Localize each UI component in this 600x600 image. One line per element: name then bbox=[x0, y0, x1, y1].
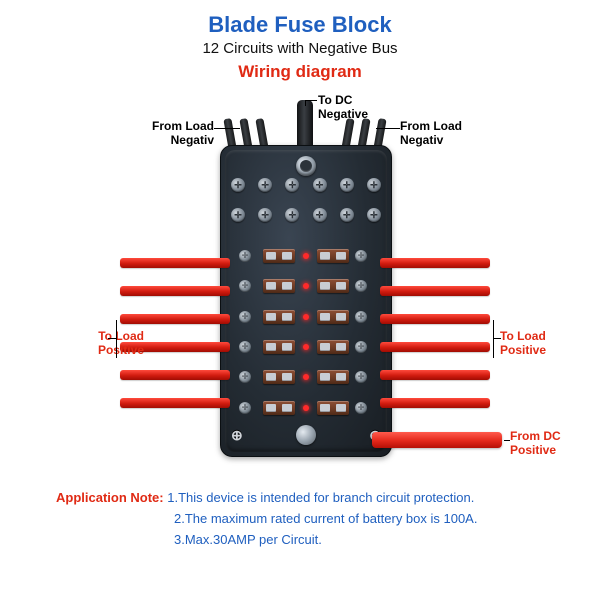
terminal-screw bbox=[239, 250, 251, 262]
lead-line bbox=[305, 100, 317, 101]
terminal-screw bbox=[355, 250, 367, 262]
bus-screw bbox=[231, 178, 245, 192]
terminal-screw bbox=[355, 341, 367, 353]
terminal-screw bbox=[239, 402, 251, 414]
fuse bbox=[263, 401, 295, 415]
fuse-row bbox=[239, 396, 373, 420]
terminal-screw bbox=[355, 311, 367, 323]
fuse-area bbox=[239, 244, 373, 420]
title: Blade Fuse Block bbox=[0, 12, 600, 38]
lead-line bbox=[493, 320, 494, 358]
fuse bbox=[263, 249, 295, 263]
callout-from-dc-pos: From DCPositive bbox=[510, 430, 561, 458]
pos-wire bbox=[120, 398, 230, 408]
pos-wire bbox=[380, 258, 490, 268]
fuse-block: ⊕ ⊕ bbox=[220, 145, 392, 457]
callout-to-dc-neg: To DCNegative bbox=[318, 94, 368, 122]
dc-positive-wire bbox=[372, 432, 502, 448]
pos-wire bbox=[380, 286, 490, 296]
lead-line bbox=[214, 128, 240, 129]
bus-screw bbox=[340, 208, 354, 222]
neg-bus-row-2 bbox=[231, 208, 381, 236]
lead-line bbox=[376, 128, 400, 129]
pos-wire bbox=[380, 398, 490, 408]
pos-wire bbox=[380, 342, 490, 352]
callout-from-load-neg-left: From LoadNegativ bbox=[130, 120, 214, 148]
fuse bbox=[317, 401, 349, 415]
fuse bbox=[263, 310, 295, 324]
fuse-row bbox=[239, 365, 373, 389]
application-notes: Application Note: 1.This device is inten… bbox=[56, 490, 560, 547]
bus-screw bbox=[313, 178, 327, 192]
bus-screw bbox=[313, 208, 327, 222]
fuse bbox=[317, 249, 349, 263]
page: Blade Fuse Block 12 Circuits with Negati… bbox=[0, 0, 600, 600]
bus-screw bbox=[340, 178, 354, 192]
terminal-screw bbox=[239, 371, 251, 383]
positive-stud bbox=[296, 425, 316, 445]
neg-bus-row-1 bbox=[231, 178, 381, 206]
bus-screw bbox=[367, 178, 381, 192]
note-line-2: 2.The maximum rated current of battery b… bbox=[56, 511, 560, 526]
fuse bbox=[317, 340, 349, 354]
fuse-row bbox=[239, 274, 373, 298]
fuse bbox=[263, 370, 295, 384]
bus-screw bbox=[367, 208, 381, 222]
pos-wire bbox=[120, 286, 230, 296]
led-indicator bbox=[303, 344, 309, 350]
lead-line bbox=[504, 440, 510, 441]
lead-line bbox=[493, 338, 501, 339]
bus-screw bbox=[258, 208, 272, 222]
fuse bbox=[263, 340, 295, 354]
fuse bbox=[317, 279, 349, 293]
led-indicator bbox=[303, 405, 309, 411]
fuse bbox=[317, 310, 349, 324]
note-label: Application Note: bbox=[56, 490, 164, 505]
bus-screw bbox=[285, 208, 299, 222]
lead-line bbox=[108, 338, 116, 339]
note-text: 3.Max.30AMP per Circuit. bbox=[174, 532, 322, 547]
note-text: 1.This device is intended for branch cir… bbox=[167, 490, 474, 505]
terminal-screw bbox=[239, 311, 251, 323]
terminal-screw bbox=[239, 341, 251, 353]
pos-wire bbox=[120, 258, 230, 268]
fuse bbox=[317, 370, 349, 384]
subtitle: 12 Circuits with Negative Bus bbox=[0, 40, 600, 57]
terminal-screw bbox=[355, 402, 367, 414]
wiring-label: Wiring diagram bbox=[0, 62, 600, 82]
bus-screw bbox=[258, 178, 272, 192]
led-indicator bbox=[303, 283, 309, 289]
led-indicator bbox=[303, 253, 309, 259]
fuse-row bbox=[239, 305, 373, 329]
terminal-screw bbox=[355, 371, 367, 383]
note-line-3: 3.Max.30AMP per Circuit. bbox=[56, 532, 560, 547]
callout-from-load-neg-right: From LoadNegativ bbox=[400, 120, 462, 148]
negative-stud bbox=[296, 156, 316, 176]
fuse-row bbox=[239, 244, 373, 268]
fuse-row bbox=[239, 335, 373, 359]
terminal-screw bbox=[355, 280, 367, 292]
bottom-row: ⊕ ⊕ bbox=[231, 424, 381, 446]
callout-to-load-pos-right: To LoadPositive bbox=[500, 330, 546, 358]
bus-screw bbox=[285, 178, 299, 192]
bus-screw bbox=[231, 208, 245, 222]
fuse bbox=[263, 279, 295, 293]
mount-mark: ⊕ bbox=[231, 427, 243, 444]
lead-line bbox=[116, 320, 117, 358]
pos-wire bbox=[120, 370, 230, 380]
terminal-screw bbox=[239, 280, 251, 292]
pos-wire bbox=[380, 314, 490, 324]
pos-wire bbox=[120, 314, 230, 324]
led-indicator bbox=[303, 374, 309, 380]
led-indicator bbox=[303, 314, 309, 320]
callout-to-load-pos-left: To LoadPositive bbox=[84, 330, 144, 358]
note-text: 2.The maximum rated current of battery b… bbox=[174, 511, 477, 526]
pos-wire bbox=[380, 370, 490, 380]
note-line-1: Application Note: 1.This device is inten… bbox=[56, 490, 560, 505]
